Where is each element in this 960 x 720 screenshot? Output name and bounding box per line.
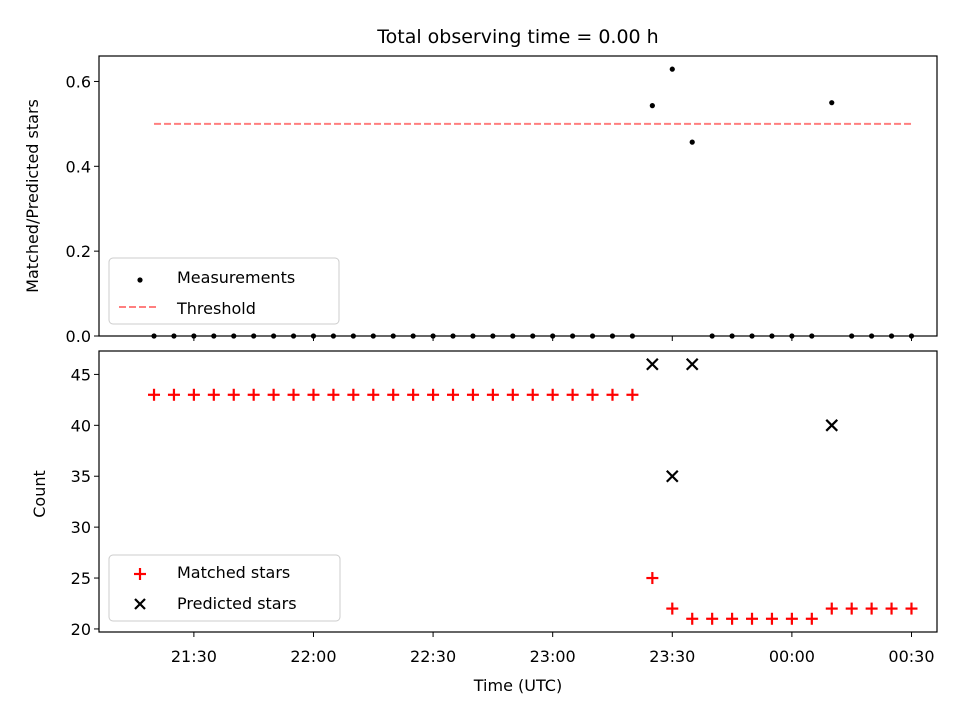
legend-marker-predicted [134, 598, 146, 610]
panel-count: 20 25 30 35 40 45 21:30 22:00 22:30 23:00 23:30 00… [30, 350, 938, 695]
matched-star-marker [845, 602, 858, 615]
legend-label-threshold: Threshold [176, 299, 256, 318]
y-tick-label: 35 [71, 467, 91, 486]
matched-star-marker [427, 388, 440, 401]
matched-star-marker [686, 612, 699, 625]
y-tick-label: 45 [71, 365, 91, 384]
matched-star-marker [287, 388, 300, 401]
predicted-star-marker [666, 469, 679, 483]
matched-star-marker [606, 388, 619, 401]
matched-star-marker [148, 388, 161, 401]
matched-star-marker [905, 602, 918, 615]
y-axis-label-count: Count [30, 470, 49, 518]
matched-star-marker [566, 388, 579, 401]
matched-star-marker [327, 388, 340, 401]
matched-star-marker [227, 388, 240, 401]
matched-star-marker [187, 388, 200, 401]
x-tick-label: 00:30 [888, 647, 934, 666]
chart-title: Total observing time = 0.00 h [376, 26, 658, 48]
panel-count-frame [98, 350, 938, 633]
y-axis-label-ratio: Matched/Predicted stars [23, 99, 42, 293]
y-tick-label: 25 [71, 569, 91, 588]
matched-star-marker [347, 388, 360, 401]
matched-star-marker [407, 388, 420, 401]
x-tick-label: 21:30 [171, 647, 217, 666]
legend-marker-matched [134, 568, 146, 580]
matched-star-marker [247, 388, 260, 401]
matched-star-marker [387, 388, 400, 401]
panel-ratio: Total observing time = 0.00 h 0.00.20.40… [23, 26, 938, 346]
x-tick-label: 23:00 [530, 647, 576, 666]
panel-count-x-axis: 21:30 22:00 22:30 23:00 23:30 00:00 00:30 [171, 632, 935, 666]
measurement-point [669, 66, 675, 72]
x-tick-label: 22:30 [410, 647, 456, 666]
y-tick-label: 30 [71, 518, 91, 537]
predicted-star-marker [685, 357, 699, 371]
legend-ratio: Measurements Threshold [108, 257, 340, 325]
measurement-point [829, 100, 835, 106]
matched-star-marker [825, 602, 838, 615]
x-tick-label: 00:00 [769, 647, 815, 666]
matched-star-marker [307, 388, 320, 401]
matched-star-marker [447, 388, 460, 401]
panel-count-marks [148, 357, 918, 625]
predicted-marker-b [646, 357, 659, 371]
matched-star-marker [466, 388, 479, 401]
matched-star-marker [865, 602, 878, 615]
matched-star-marker [785, 612, 798, 625]
legend-label-predicted: Predicted stars [177, 594, 297, 613]
predicted-star-marker [825, 419, 839, 432]
panel-count-y-axis: 20 25 30 35 40 45 [71, 365, 99, 639]
matched-star-marker [626, 388, 639, 401]
matched-star-marker [506, 388, 519, 401]
y-tick-label: 0.2 [66, 242, 91, 261]
panel-ratio-frame [98, 55, 938, 337]
predicted-marker-b [685, 357, 699, 371]
matched-star-marker [885, 602, 898, 615]
matched-star-marker [805, 612, 818, 625]
x-axis-label: Time (UTC) [473, 676, 562, 695]
matched-star-marker [207, 388, 220, 401]
matched-star-marker [666, 602, 679, 615]
matched-star-marker [706, 612, 719, 625]
legend-count-box [108, 554, 341, 622]
predicted-marker-b [666, 469, 679, 483]
predicted-star-marker [646, 357, 659, 371]
measurement-point [689, 139, 695, 145]
legend-label-measurements: Measurements [177, 268, 295, 287]
legend-count: Matched stars Predicted stars [108, 554, 341, 622]
y-tick-label: 40 [71, 416, 91, 435]
legend-label-matched: Matched stars [177, 563, 290, 582]
matched-star-marker [746, 612, 759, 625]
panel-ratio-y-axis: 0.0 0.2 0.4 0.6 [66, 72, 99, 346]
y-tick-label: 0.4 [66, 157, 91, 176]
legend-ratio-box [108, 257, 340, 325]
matched-star-marker [726, 612, 739, 625]
matched-star-marker [586, 388, 599, 401]
matched-star-marker [367, 388, 380, 401]
predicted-marker-b [825, 419, 839, 432]
y-tick-label: 0.6 [66, 72, 91, 91]
matched-star-marker [646, 572, 659, 585]
matched-star-marker [167, 388, 180, 401]
y-tick-label: 20 [71, 620, 91, 639]
matched-star-marker [546, 388, 559, 401]
legend-marker-measurements [137, 277, 143, 283]
measurement-point [649, 103, 655, 109]
x-tick-label: 23:30 [649, 647, 695, 666]
matched-star-marker [765, 612, 778, 625]
matched-star-marker [267, 388, 280, 401]
panel-ratio-x-ticks [193, 336, 912, 341]
matched-star-marker [526, 388, 539, 401]
x-tick-label: 22:00 [290, 647, 336, 666]
matched-star-marker [486, 388, 499, 401]
y-tick-label: 0.0 [66, 327, 91, 346]
